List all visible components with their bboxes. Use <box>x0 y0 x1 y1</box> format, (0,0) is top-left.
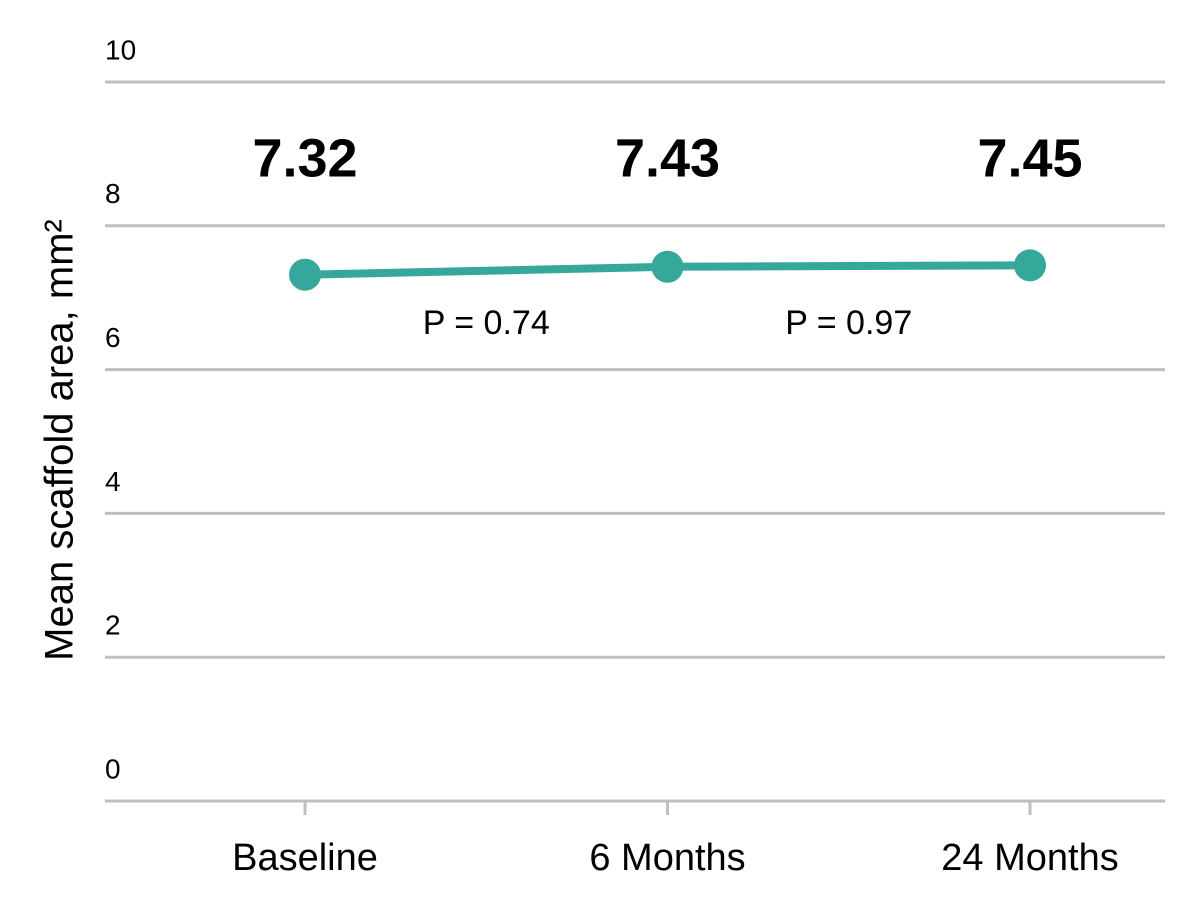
y-tick-label: 2 <box>105 610 121 641</box>
x-tick-label: Baseline <box>232 837 378 879</box>
data-label: 7.32 <box>252 128 357 188</box>
point <box>1014 249 1046 282</box>
y-tick-label: 6 <box>105 322 121 353</box>
data-label: 7.45 <box>977 128 1082 188</box>
data-label: 7.43 <box>615 128 720 188</box>
y-axis-title: Mean scaffold area, mm² <box>38 219 82 661</box>
annotation: P = 0.97 <box>785 304 912 342</box>
y-tick-label: 10 <box>105 34 136 65</box>
point <box>289 258 321 291</box>
x-tick-label: 6 Months <box>589 837 745 879</box>
annotation: P = 0.74 <box>423 304 550 342</box>
point <box>651 250 684 283</box>
x-tick-label: 24 Months <box>941 837 1118 879</box>
y-tick-label: 0 <box>105 753 121 784</box>
y-tick-label: 4 <box>105 466 121 497</box>
y-tick-label: 8 <box>105 178 121 209</box>
